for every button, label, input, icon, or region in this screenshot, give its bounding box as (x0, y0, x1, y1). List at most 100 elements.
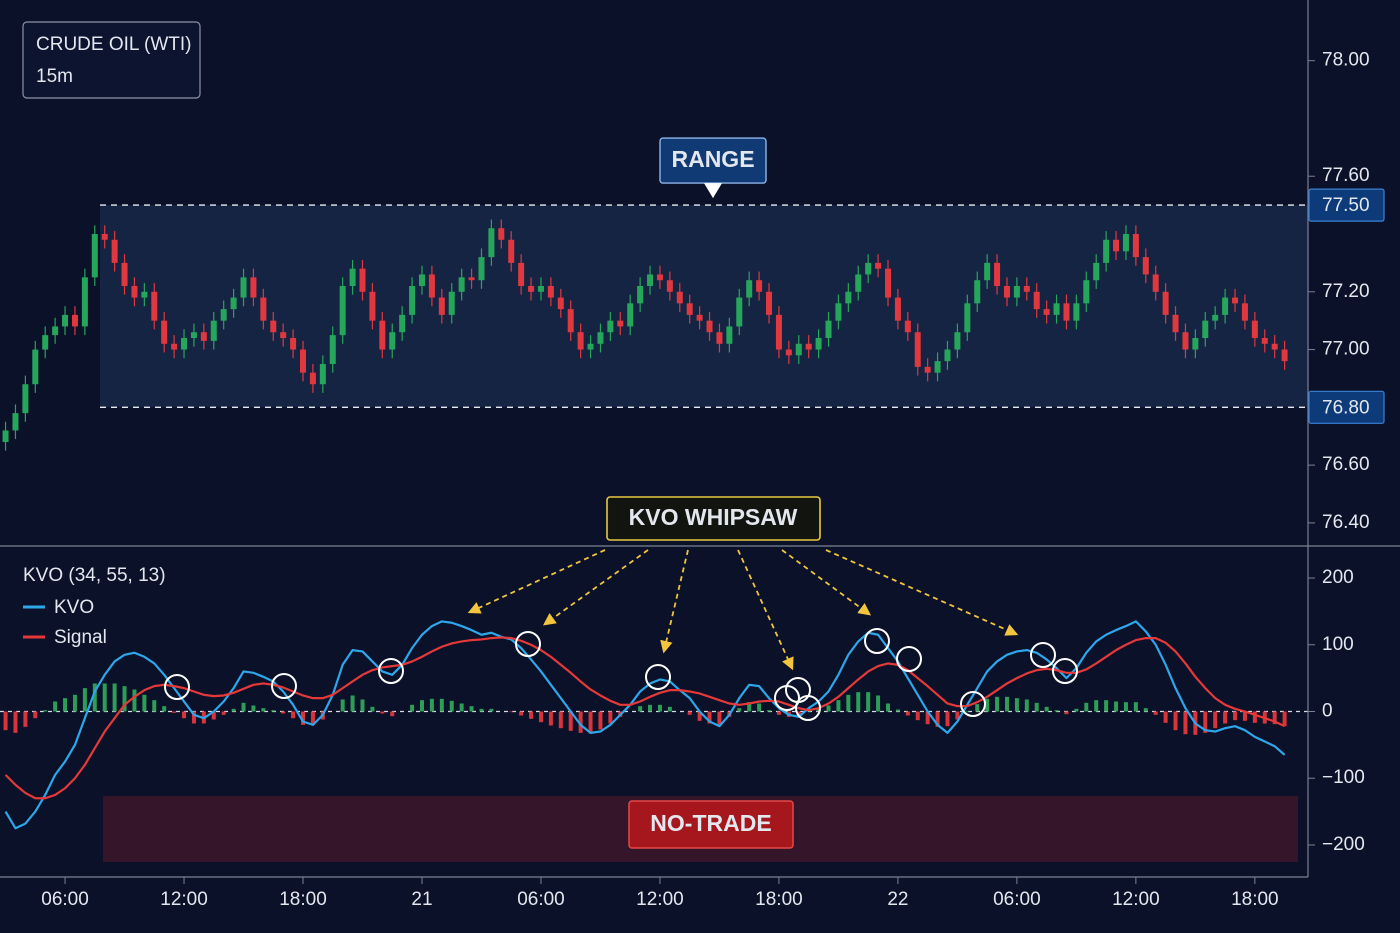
y-tick-label: −200 (1322, 834, 1365, 855)
candle-body (855, 274, 862, 292)
candle-body (81, 277, 88, 327)
histogram-bar (1133, 702, 1138, 712)
y-tick-label: 76.60 (1322, 454, 1370, 475)
candle-body (944, 349, 951, 362)
arrow (467, 549, 606, 614)
range-level-box (1308, 188, 1385, 222)
candle-body (557, 297, 564, 310)
x-tick-label: 12:00 (1112, 889, 1160, 910)
candle-body (1152, 274, 1159, 292)
histogram-bar (43, 710, 48, 712)
candle-body (746, 280, 753, 298)
candle-body (1251, 320, 1258, 338)
y-tick-label: 100 (1322, 634, 1354, 655)
candle-body (71, 314, 78, 327)
x-tick-label: 06:00 (517, 889, 565, 910)
candle-body (300, 349, 307, 373)
candle-body (329, 335, 336, 364)
histogram-bar (439, 698, 444, 712)
candle-body (736, 297, 743, 327)
no-trade-box (628, 800, 794, 849)
histogram-bar (915, 711, 920, 721)
histogram-bar (390, 711, 395, 717)
candle-body (875, 262, 882, 269)
candle-body (1172, 314, 1179, 333)
histogram-bar (598, 711, 603, 730)
histogram-bar (1123, 702, 1128, 712)
histogram-bar (578, 711, 583, 733)
candle-body (488, 228, 495, 258)
crossover-circle (896, 646, 922, 672)
histogram-bar (251, 705, 256, 712)
candle-body (22, 384, 29, 414)
histogram-bar (182, 711, 187, 719)
histogram-bar (191, 711, 196, 724)
arrow (737, 549, 794, 671)
candle-body (537, 286, 544, 292)
range-level-label: 77.50 (1322, 195, 1370, 216)
histogram-bar (955, 711, 960, 720)
histogram-bar (895, 709, 900, 712)
candle-body (1271, 343, 1278, 350)
candle-body (775, 314, 782, 350)
y-tick-label: 76.40 (1322, 512, 1370, 533)
crossover-circle (795, 695, 821, 721)
candle-body (1033, 291, 1040, 310)
crossover-circle (515, 631, 541, 657)
arrow (825, 549, 1019, 636)
histogram-bar (717, 711, 722, 725)
candle-body (309, 372, 316, 385)
histogram-bar (261, 708, 266, 712)
chart-subtitle: 15m (36, 66, 73, 87)
no-trade-zone: NO-TRADE (103, 796, 1298, 862)
axes-layer: 77.50 76.80 76.40 76.60 77.00 77.20 77.60 78.00… (0, 0, 1400, 910)
histogram-bar (826, 705, 831, 712)
candle-body (12, 413, 19, 431)
candle-body (994, 262, 1001, 286)
candle-body (656, 274, 663, 281)
histogram-bar (965, 710, 970, 712)
candle-body (1162, 291, 1169, 315)
candle-body (686, 303, 693, 315)
histogram-bar (3, 711, 8, 731)
histogram-bar (548, 711, 553, 726)
callout-text: KVO WHIPSAW (629, 504, 798, 530)
candle-body (111, 239, 118, 263)
candle-body (1063, 303, 1070, 321)
candle-body (42, 335, 49, 350)
candle-body (815, 338, 822, 350)
candle-body (369, 291, 376, 321)
histogram-bar (975, 704, 980, 712)
candle-body (1281, 349, 1288, 362)
candle-body (319, 364, 326, 385)
whipsaw-arrows (467, 549, 1019, 671)
candle-body (1202, 320, 1209, 338)
x-tick-label: 06:00 (41, 889, 89, 910)
indicator-title: KVO (34, 55, 13) (23, 565, 166, 586)
histogram-bar (310, 711, 315, 725)
histogram-bar (1173, 711, 1178, 731)
whipsaw-callout: KVO WHIPSAW (606, 496, 821, 541)
candle-body (171, 343, 178, 350)
histogram-bar (529, 711, 534, 719)
histogram-bar (1034, 702, 1039, 712)
candle-body (438, 297, 445, 315)
y-tick-label: −100 (1322, 767, 1365, 788)
histogram-bar (538, 711, 543, 723)
histogram-bar (856, 692, 861, 712)
histogram-bar (241, 702, 246, 712)
histogram-bar (152, 700, 157, 712)
candle-body (1013, 286, 1020, 298)
histogram-bar (885, 703, 890, 712)
candle-body (884, 268, 891, 298)
candle-body (151, 291, 158, 321)
crossover-circle (378, 658, 404, 684)
candle-body (270, 320, 277, 333)
histogram-bar (905, 711, 910, 716)
candle-body (200, 332, 207, 341)
histogram-bar (737, 708, 742, 712)
histogram-bar (301, 711, 306, 725)
histogram-bar (271, 710, 276, 712)
histogram-bar (132, 689, 137, 712)
histogram-bar (92, 683, 97, 712)
